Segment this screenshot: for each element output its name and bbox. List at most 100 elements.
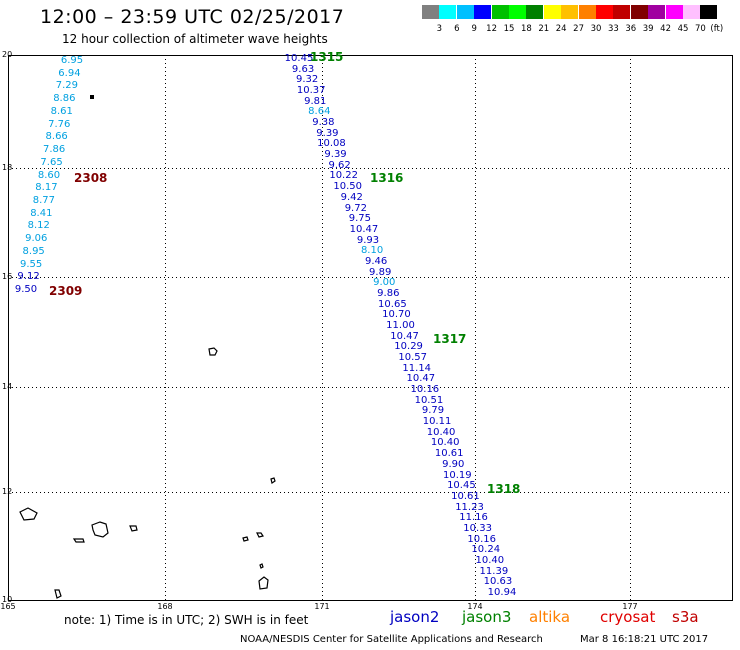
wave-height-value: 9.75: [348, 213, 372, 225]
legend-tick-label: 45: [677, 24, 689, 34]
legend-tick-label: 3: [436, 24, 443, 34]
wave-height-value: 10.29: [394, 341, 423, 353]
wave-height-value: 7.29: [55, 80, 79, 92]
wave-height-value: 8.17: [35, 182, 58, 194]
wave-height-value: 9.50: [14, 284, 38, 295]
latitude-tick-label: 16: [2, 272, 13, 281]
legend-tick-label: 27: [573, 24, 585, 34]
wave-height-value: 9.81: [304, 95, 327, 107]
wave-height-value: 10.08: [317, 138, 346, 150]
footer-credit: NOAA/NESDIS Center for Satellite Applica…: [240, 634, 543, 645]
wave-height-value: 10.24: [471, 544, 501, 556]
legend-swatch: [648, 5, 666, 19]
legend-tick-label: 18: [520, 24, 532, 34]
satellite-jason2: jason2: [390, 608, 440, 626]
island-shape: [54, 589, 62, 599]
pass-label-1315: 1315: [310, 50, 344, 64]
legend-tick-label: 12: [486, 24, 498, 34]
latitude-tick-label: 14: [2, 382, 13, 391]
wave-height-value: 9.39: [316, 127, 339, 139]
satellite-altika: altika: [529, 608, 571, 626]
wave-height-value: 9.90: [442, 458, 465, 470]
wave-height-value: 9.46: [364, 255, 388, 267]
wave-height-value: 9.86: [377, 287, 400, 299]
wave-height-value: 9.79: [421, 405, 445, 417]
latitude-tick-label: 18: [2, 163, 13, 172]
wave-height-value: 9.32: [295, 74, 319, 86]
island-outlines: [19, 347, 276, 599]
map-border: [8, 55, 733, 601]
island-shape: [242, 536, 249, 542]
pass-label-1318: 1318: [487, 482, 521, 496]
wave-height-value: 10.47: [406, 373, 436, 385]
pass-label-1316: 1316: [370, 171, 404, 185]
wave-height-value: 10.51: [414, 394, 444, 406]
latitude-tick-label: 20: [2, 50, 13, 59]
legend-swatch: [613, 5, 631, 19]
wave-height-value: 10.40: [426, 426, 456, 438]
page-subtitle: 12 hour collection of altimeter wave hei…: [62, 32, 328, 46]
wave-height-value: 10.47: [390, 330, 419, 342]
wave-height-value: 10.47: [349, 223, 379, 235]
longitude-tick-label: 168: [157, 602, 173, 611]
wave-height-value: 11.23: [455, 501, 484, 513]
legend-swatch: [665, 5, 683, 19]
wave-height-value: 10.70: [382, 309, 411, 321]
wave-height-value: 10.16: [410, 384, 440, 396]
legend-tick-label: 33: [607, 24, 619, 34]
page-title: 12:00 – 23:59 UTC 02/25/2017: [40, 6, 345, 28]
wave-height-value: 10.63: [483, 576, 513, 588]
legend-swatch: [683, 5, 700, 19]
notes-text: note: 1) Time is in UTC; 2) SWH is in fe…: [64, 613, 309, 627]
wave-height-value: 11.39: [479, 565, 509, 577]
legend-tick-label: 30: [590, 24, 602, 34]
wave-height-value: 8.10: [360, 245, 384, 257]
wave-height-value: 10.11: [422, 416, 452, 428]
legend-swatch: [578, 5, 596, 19]
wave-height-value: 10.61: [451, 490, 480, 502]
legend-swatch: [456, 5, 474, 19]
island-shape: [256, 532, 264, 538]
wave-height-value: 11.16: [459, 512, 488, 524]
legend-tick-label: 70: [694, 24, 706, 34]
wave-height-value: 10.22: [329, 170, 358, 182]
satellite-cryosat: cryosat: [600, 608, 656, 626]
latitude-tick-label: 10: [2, 595, 13, 604]
wave-height-value: 10.16: [467, 533, 497, 545]
wave-height-value: 9.39: [324, 149, 347, 161]
wave-height-value: 8.12: [27, 220, 50, 232]
wave-height-value: 10.40: [430, 437, 460, 449]
wave-height-value: 11.00: [386, 320, 415, 331]
wave-height-value: 9.06: [25, 233, 48, 245]
wave-height-value: 8.61: [50, 105, 73, 117]
wave-height-value: 7.65: [40, 156, 63, 168]
wave-height-value: 10.45: [447, 480, 476, 492]
wave-height-value: 9.89: [369, 266, 392, 278]
longitude-tick-label: 174: [467, 602, 483, 611]
legend-swatch: [630, 5, 648, 19]
wave-height-value: 9.55: [19, 258, 43, 270]
legend-swatch: [543, 5, 561, 19]
wave-height-value: 9.62: [328, 159, 351, 171]
longitude-tick-label: 177: [622, 602, 638, 611]
wave-height-value: 10.37: [296, 85, 326, 97]
footer-timestamp: Mar 8 16:18:21 UTC 2017: [580, 634, 709, 645]
satellite-jason3: jason3: [462, 608, 512, 626]
lat-lon-grid: [8, 55, 732, 600]
longitude-tick-label: 171: [314, 602, 330, 611]
wave-height-value: 8.66: [45, 131, 68, 143]
satellite-s3a: s3a: [672, 608, 699, 626]
wave-height-value: 8.64: [308, 106, 331, 118]
legend-tick-label: 9: [471, 24, 477, 34]
wave-height-value: 9.38: [312, 117, 335, 129]
wave-height-value: 8.77: [32, 194, 56, 206]
pass-label-2308: 2308: [74, 171, 108, 185]
pass-label-1317: 1317: [433, 332, 467, 346]
legend-swatch: [491, 5, 509, 19]
wave-height-value: 10.61: [434, 448, 464, 460]
legend-tick-label: 36: [625, 24, 637, 34]
wave-height-value: 9.93: [356, 234, 380, 246]
longitude-tick-label: 165: [0, 602, 16, 611]
island-shape: [208, 347, 218, 356]
pass-label-2309: 2309: [49, 284, 83, 298]
